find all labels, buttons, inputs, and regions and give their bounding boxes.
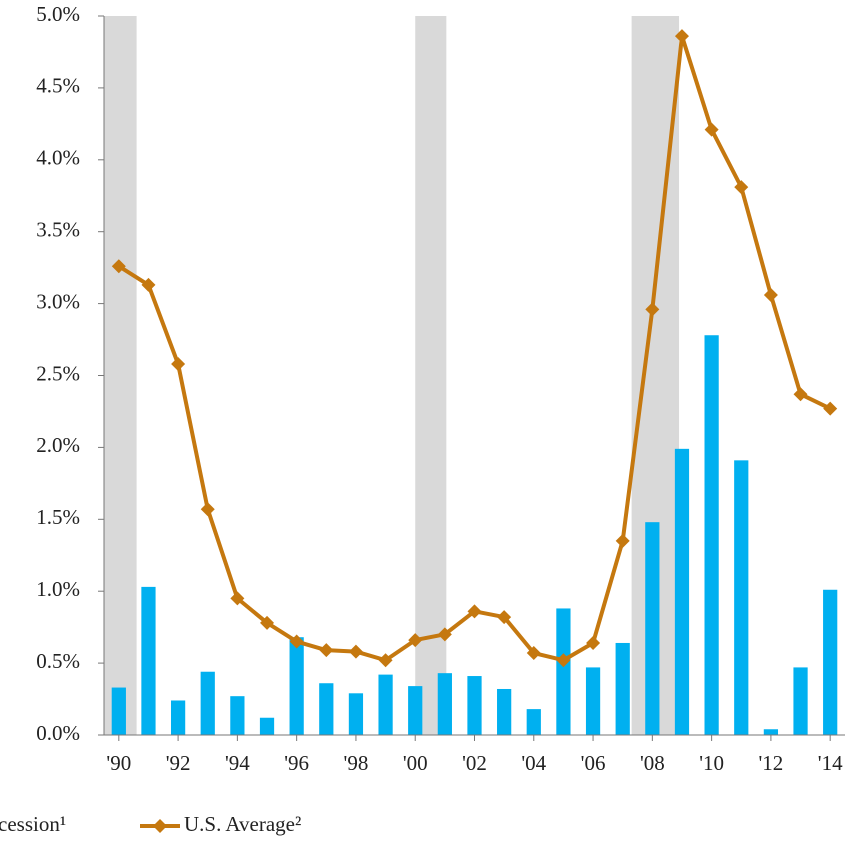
marker bbox=[793, 387, 808, 402]
bar bbox=[259, 717, 275, 735]
y-tick-label: 2.0% bbox=[36, 433, 80, 457]
x-tick-label: '96 bbox=[284, 751, 309, 775]
y-tick-label: 4.0% bbox=[36, 146, 80, 170]
marker bbox=[823, 401, 838, 416]
bar bbox=[437, 673, 452, 735]
marker bbox=[734, 180, 749, 195]
marker bbox=[526, 646, 541, 661]
bar bbox=[230, 696, 245, 735]
bar bbox=[823, 589, 838, 735]
x-tick-label: '12 bbox=[759, 751, 784, 775]
x-tick-label: '90 bbox=[106, 751, 131, 775]
marker bbox=[111, 259, 126, 274]
marker bbox=[437, 627, 452, 642]
y-tick-label: 2.5% bbox=[36, 361, 80, 385]
bar bbox=[763, 729, 779, 735]
legend-label: cession¹ bbox=[0, 812, 66, 836]
bar bbox=[170, 700, 186, 735]
marker bbox=[141, 277, 156, 292]
marker bbox=[615, 533, 630, 548]
marker bbox=[556, 653, 571, 668]
bar bbox=[674, 448, 690, 735]
bar bbox=[793, 667, 808, 735]
recession-band bbox=[104, 16, 137, 735]
marker bbox=[704, 122, 719, 137]
marker bbox=[171, 356, 186, 371]
y-tick-label: 3.0% bbox=[36, 289, 80, 313]
y-tick-label: 0.0% bbox=[36, 721, 80, 745]
marker bbox=[497, 610, 512, 625]
bar bbox=[467, 676, 482, 735]
bar bbox=[408, 686, 423, 735]
x-tick-label: '02 bbox=[462, 751, 487, 775]
bar bbox=[497, 688, 512, 735]
y-tick-label: 4.5% bbox=[36, 74, 80, 98]
marker bbox=[348, 644, 363, 659]
bar bbox=[289, 637, 304, 735]
y-tick-label: 0.5% bbox=[36, 649, 80, 673]
x-tick-label: '92 bbox=[166, 751, 191, 775]
recession-band bbox=[415, 16, 447, 735]
x-tick-label: '98 bbox=[344, 751, 369, 775]
x-tick-label: '94 bbox=[225, 751, 250, 775]
bar bbox=[585, 667, 601, 735]
x-tick-label: '00 bbox=[403, 751, 428, 775]
marker bbox=[230, 591, 245, 606]
bar bbox=[526, 709, 541, 735]
marker bbox=[319, 643, 334, 658]
marker bbox=[289, 634, 304, 649]
bar bbox=[200, 671, 215, 735]
y-tick-label: 3.5% bbox=[36, 218, 80, 242]
bar bbox=[141, 586, 156, 735]
bar bbox=[378, 674, 393, 735]
line bbox=[117, 34, 832, 663]
marker bbox=[408, 633, 423, 648]
marker bbox=[260, 615, 275, 630]
y-tick-label: 1.5% bbox=[36, 505, 80, 529]
bar bbox=[111, 687, 126, 735]
marker bbox=[467, 604, 482, 619]
legend-marker bbox=[153, 819, 167, 833]
marker bbox=[378, 653, 393, 668]
legend-label: U.S. Average² bbox=[184, 812, 301, 836]
y-tick-label: 1.0% bbox=[36, 577, 80, 601]
x-tick-label: '10 bbox=[699, 751, 724, 775]
bar bbox=[348, 693, 364, 735]
bar bbox=[704, 335, 719, 735]
marker bbox=[645, 302, 660, 317]
marker bbox=[200, 502, 215, 517]
marker bbox=[674, 29, 689, 44]
bar bbox=[734, 460, 749, 735]
x-tick-label: '14 bbox=[818, 751, 843, 775]
x-tick-label: '04 bbox=[521, 751, 546, 775]
marker bbox=[763, 287, 778, 302]
y-tick-label: 5.0% bbox=[36, 2, 80, 26]
marker bbox=[586, 635, 601, 650]
bar bbox=[319, 683, 334, 735]
bar bbox=[645, 522, 660, 735]
bar bbox=[615, 642, 630, 735]
bar bbox=[556, 608, 571, 735]
x-tick-label: '08 bbox=[640, 751, 665, 775]
x-tick-label: '06 bbox=[581, 751, 606, 775]
